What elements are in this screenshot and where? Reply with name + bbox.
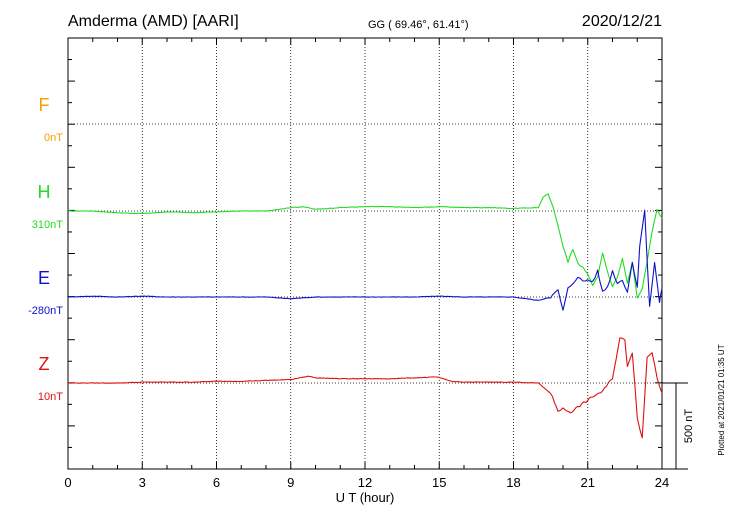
x-tick-label: 6 bbox=[213, 475, 220, 490]
component-labels: F 0nT H 310nT E -280nT Z 10nT bbox=[28, 95, 63, 403]
component-baseline-z: 10nT bbox=[38, 391, 63, 403]
tick-marks bbox=[67, 37, 663, 470]
x-tick-label: 15 bbox=[432, 475, 446, 490]
component-baseline-f: 0nT bbox=[44, 132, 63, 144]
chart-date: 2020/12/21 bbox=[582, 13, 662, 30]
x-tick-label: 18 bbox=[506, 475, 520, 490]
plotted-timestamp: Plotted at 2021/01/21 01:35 UT bbox=[717, 344, 726, 455]
x-tick-label: 24 bbox=[655, 475, 669, 490]
series-line-e bbox=[67, 209, 663, 311]
component-label-f: F bbox=[39, 95, 50, 115]
series-layer bbox=[67, 193, 663, 439]
x-tick-label: 0 bbox=[64, 475, 71, 490]
x-tick-label: 9 bbox=[287, 475, 294, 490]
x-axis-label: U T (hour) bbox=[336, 490, 395, 505]
x-tick-label: 12 bbox=[358, 475, 372, 490]
x-tick-label: 21 bbox=[581, 475, 595, 490]
series-line-h bbox=[68, 193, 663, 299]
station-coordinates: GG ( 69.46°, 61.41°) bbox=[368, 19, 469, 31]
series-line-z bbox=[67, 337, 663, 439]
component-label-e: E bbox=[38, 268, 50, 288]
component-baseline-e: -280nT bbox=[28, 305, 63, 317]
scale-bar-label: 500 nT bbox=[683, 409, 695, 444]
component-label-z: Z bbox=[39, 354, 50, 374]
component-baseline-h: 310nT bbox=[32, 219, 63, 231]
component-label-h: H bbox=[38, 182, 51, 202]
x-tick-labels: 0 3 6 9 12 15 18 21 24 bbox=[64, 475, 669, 490]
station-title: Amderma (AMD) [AARI] bbox=[68, 13, 239, 30]
x-tick-label: 3 bbox=[139, 475, 146, 490]
scale-bar: 500 nT bbox=[662, 382, 695, 470]
grid-layer bbox=[68, 38, 662, 469]
